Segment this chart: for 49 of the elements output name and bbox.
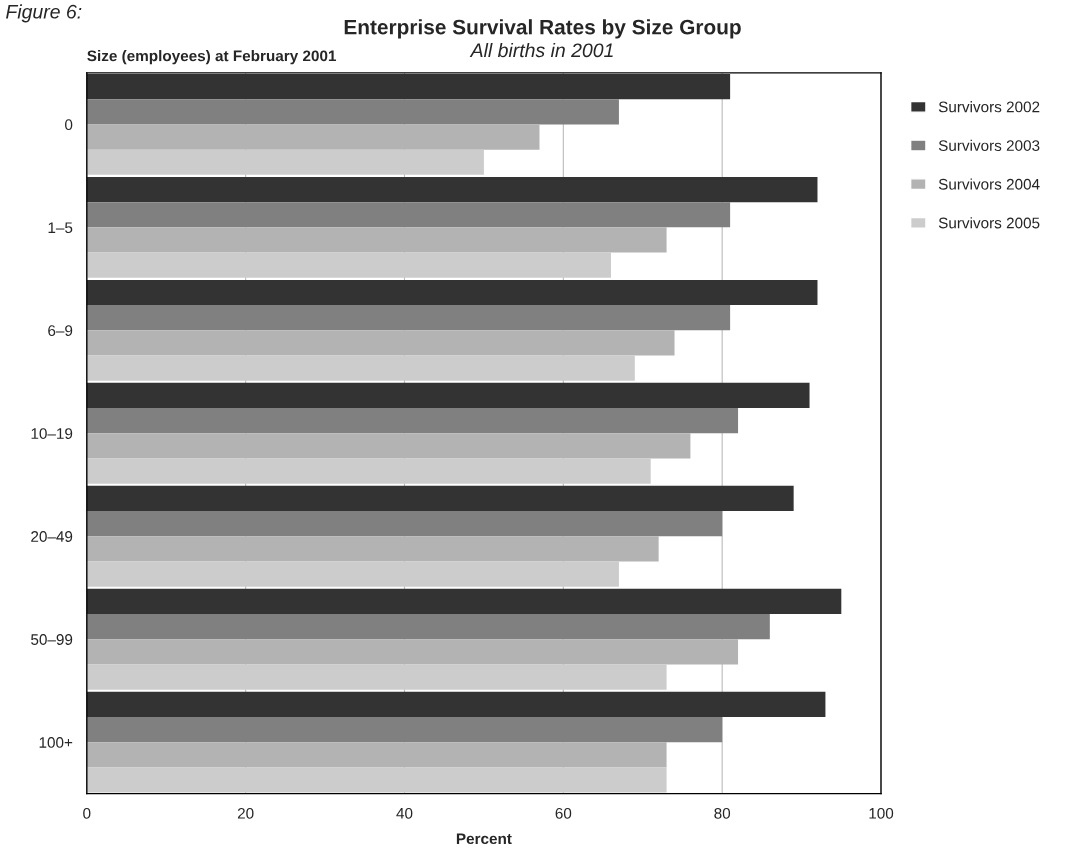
y-tick-label: 1–5 <box>48 222 73 234</box>
y-tick-label: 0 <box>65 119 73 131</box>
bar <box>86 99 619 125</box>
legend-label: Survivors 2004 <box>938 178 1040 190</box>
bar <box>86 742 667 768</box>
bar <box>86 227 667 253</box>
chart-title: Enterprise Survival Rates by Size Group <box>344 19 741 39</box>
bar <box>86 613 770 640</box>
legend-label: Survivors 2002 <box>938 101 1040 113</box>
bar <box>86 305 731 331</box>
bar <box>86 124 540 150</box>
x-tick-label: 60 <box>555 807 572 819</box>
legend-label: Survivors 2005 <box>938 217 1040 229</box>
bar <box>86 485 794 512</box>
bar <box>86 330 675 356</box>
chart-subtitle: All births in 2001 <box>469 42 613 58</box>
y-tick-label: 6–9 <box>48 325 73 337</box>
bar <box>86 408 739 434</box>
x-tick-label: 100 <box>869 807 894 819</box>
bar <box>86 149 484 175</box>
bar <box>86 279 818 306</box>
x-axis-title: Percent <box>456 833 512 845</box>
bar <box>86 561 619 587</box>
bar <box>86 176 818 203</box>
x-tick-label: 80 <box>714 807 731 819</box>
legend-label: Survivors 2003 <box>938 139 1040 151</box>
bar <box>86 202 731 228</box>
y-tick-label: 10–19 <box>31 428 73 439</box>
bar <box>86 433 691 459</box>
y-tick-label: 100+ <box>39 737 73 748</box>
bar <box>86 716 723 743</box>
y-tick-label: 50–99 <box>31 634 73 645</box>
bar <box>86 355 635 381</box>
y-tick-label: 20–49 <box>31 531 73 542</box>
bar <box>86 691 826 717</box>
x-tick-label: 20 <box>237 807 254 819</box>
caption: Figure 6: <box>6 4 82 23</box>
y-axis-title: Size (employees) at February 2001 <box>87 50 337 65</box>
bar <box>86 536 659 562</box>
bar <box>86 664 667 690</box>
bar <box>86 73 731 100</box>
bar <box>86 767 667 793</box>
x-tick-label: 0 <box>83 807 91 819</box>
bar <box>86 252 611 278</box>
bar <box>86 588 842 614</box>
bar <box>86 382 810 409</box>
bar <box>86 511 723 537</box>
bar <box>86 458 651 484</box>
x-tick-label: 40 <box>396 807 413 819</box>
